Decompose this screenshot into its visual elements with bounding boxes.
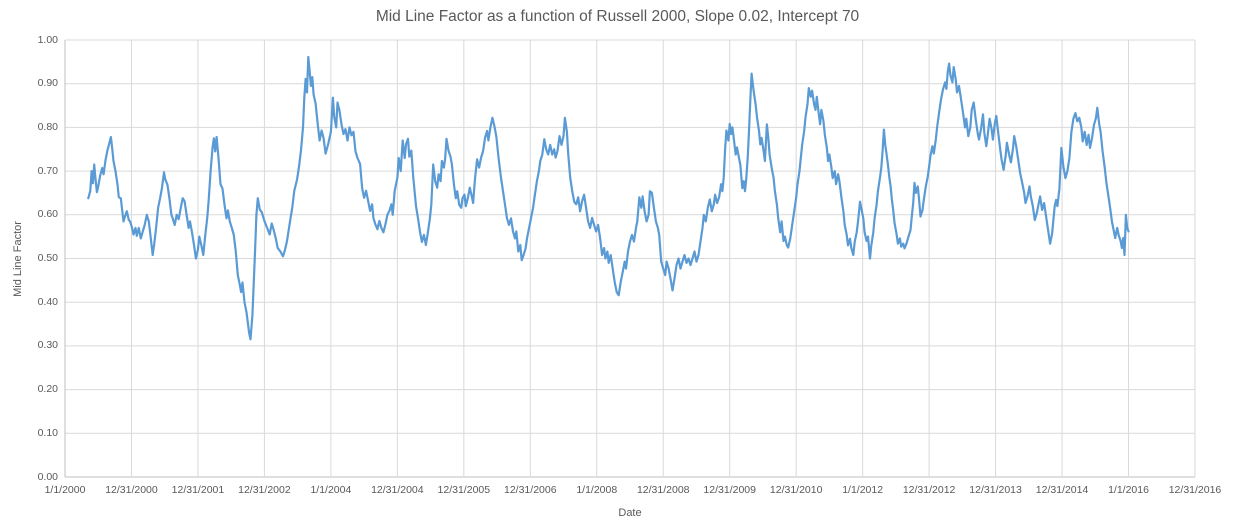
x-axis-title: Date <box>618 507 642 519</box>
y-tick-label: 0.80 <box>37 120 58 133</box>
x-tick-label: 12/31/2008 <box>636 484 690 496</box>
x-tick-label: 1/1/2016 <box>1108 484 1149 496</box>
x-tick-label: 12/31/2000 <box>105 484 158 496</box>
y-tick-label: 0.50 <box>37 252 58 264</box>
y-tick-label: 0.30 <box>37 339 58 352</box>
x-tick-label: 1/1/2008 <box>576 484 618 496</box>
chart-title: Mid Line Factor as a function of Russell… <box>375 8 860 25</box>
y-tick-label: 1.00 <box>37 33 58 46</box>
y-tick-label: 0.10 <box>37 426 58 439</box>
x-tick-label: 12/31/2005 <box>437 484 491 496</box>
mid-line-factor-series <box>87 55 1130 341</box>
x-tick-label: 1/1/2012 <box>842 484 884 496</box>
x-tick-label: 1/1/2004 <box>310 484 352 496</box>
y-tick-label: 0.90 <box>37 77 58 90</box>
y-tick-label: 0.20 <box>37 383 58 396</box>
series-line <box>87 55 1130 341</box>
y-tick-label: 0.00 <box>37 470 58 483</box>
y-axis-title: Mid Line Factor <box>12 220 24 297</box>
x-tick-label: 12/31/2014 <box>1035 484 1089 496</box>
x-tick-label: 12/31/2009 <box>703 484 756 496</box>
gridlines <box>64 39 1196 478</box>
x-tick-label: 12/31/2001 <box>171 484 225 496</box>
x-tick-label: 12/31/2004 <box>371 484 424 496</box>
x-tick-label: 12/31/2012 <box>902 484 956 496</box>
x-tick-label: 12/31/2002 <box>238 484 291 496</box>
x-tick-label: 12/31/2010 <box>769 484 823 496</box>
y-tick-label: 0.70 <box>37 164 58 177</box>
y-tick-label: 0.40 <box>37 295 58 308</box>
x-tick-label: 12/31/2006 <box>504 484 557 496</box>
x-tick-label: 12/31/2016 <box>1168 484 1222 496</box>
x-tick-label: 1/1/2000 <box>44 484 86 496</box>
y-tick-label: 0.60 <box>37 208 58 221</box>
x-tick-label: 12/31/2013 <box>969 484 1022 496</box>
